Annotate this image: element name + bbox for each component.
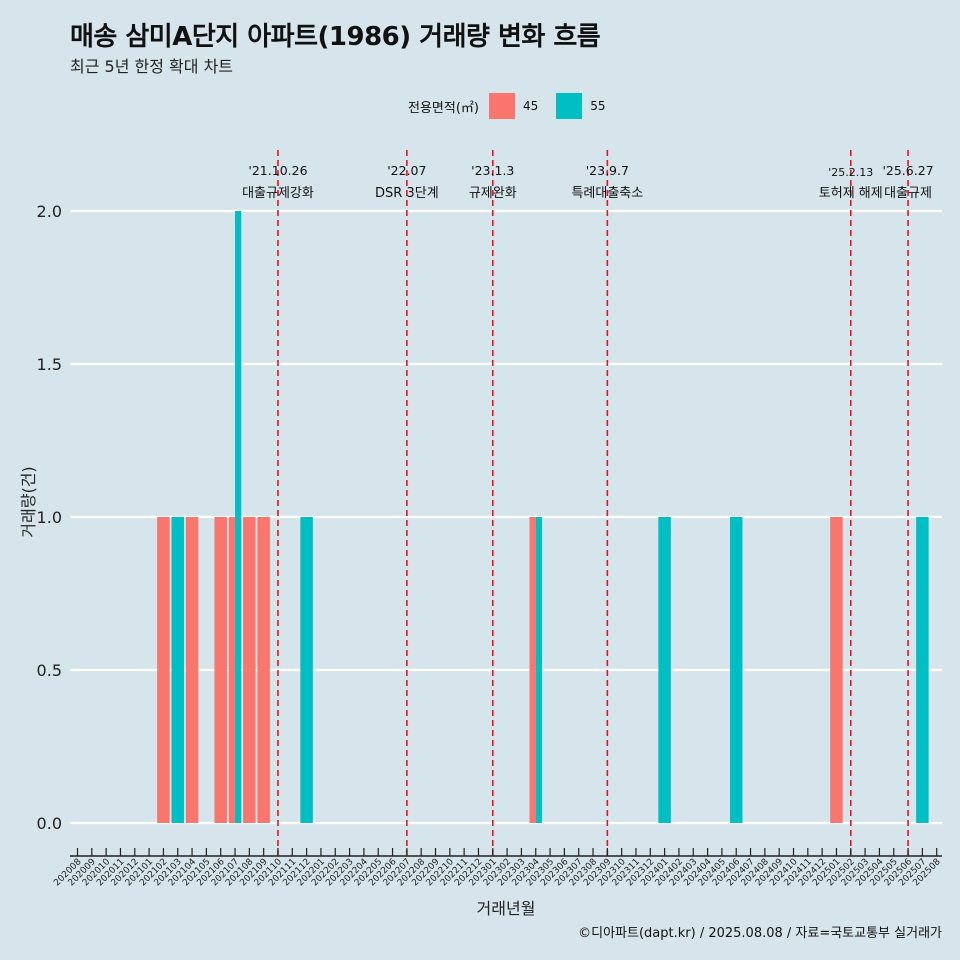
y-tick-label: 1.0 bbox=[37, 508, 62, 527]
bar-55-202103 bbox=[171, 517, 184, 823]
bar-55-202401 bbox=[658, 517, 671, 823]
chart-subtitle: 최근 5년 한정 확대 차트 bbox=[70, 57, 234, 76]
y-tick-label: 1.5 bbox=[37, 355, 62, 374]
y-tick-label: 2.0 bbox=[37, 202, 62, 221]
event-label: 대출규제 bbox=[884, 186, 932, 201]
legend-swatch-55 bbox=[556, 93, 583, 119]
bar-55-202112 bbox=[300, 517, 313, 823]
event-label: 특례대출축소 bbox=[571, 186, 643, 201]
bar-45-202109 bbox=[257, 517, 270, 823]
bar-45-202106 bbox=[214, 517, 227, 823]
event-label: 토허제 해제 bbox=[819, 186, 883, 201]
bar-45-202108 bbox=[243, 517, 256, 823]
legend-label-55: 55 bbox=[590, 99, 606, 113]
chart-title: 매송 삼미A단지 아파트(1986) 거래량 변화 흐름 bbox=[70, 22, 601, 52]
bar-55-202107 bbox=[235, 211, 242, 823]
event-date: '22.07 bbox=[387, 163, 426, 178]
event-label: 대출규제강화 bbox=[242, 186, 314, 201]
legend: 전용면적(㎡) 45 55 bbox=[408, 93, 624, 119]
bar-45-202501 bbox=[830, 517, 843, 823]
event-date: '25.2.13 bbox=[828, 166, 873, 179]
source-caption: ©디아파트(dapt.kr) / 2025.08.08 / 자료=국토교통부 실… bbox=[578, 926, 942, 941]
y-tick-label: 0.0 bbox=[37, 814, 62, 833]
bar-45-202104 bbox=[185, 517, 199, 823]
event-date: '23.9.7 bbox=[586, 163, 629, 178]
bar-55-202406 bbox=[729, 517, 743, 823]
event-label: 규제완화 bbox=[469, 186, 517, 201]
event-date: '25.6.27 bbox=[882, 163, 933, 178]
bar-45-202102 bbox=[157, 517, 170, 823]
event-label: DSR 3단계 bbox=[375, 186, 439, 201]
legend-swatch-45 bbox=[488, 93, 515, 119]
legend-title: 전용면적(㎡) bbox=[408, 100, 479, 116]
bar-55-202304 bbox=[535, 517, 542, 823]
bar-55-202507 bbox=[916, 517, 929, 823]
bar-45-202107 bbox=[228, 517, 236, 823]
x-axis-title: 거래년월 bbox=[477, 899, 536, 918]
event-date: '21.10.26 bbox=[248, 163, 307, 178]
y-axis-title: 거래량(건) bbox=[19, 466, 38, 537]
y-tick-label: 0.5 bbox=[37, 661, 62, 680]
event-date: '23.1.3 bbox=[471, 163, 514, 178]
legend-label-45: 45 bbox=[522, 99, 539, 113]
bar-45-202304 bbox=[529, 517, 536, 823]
